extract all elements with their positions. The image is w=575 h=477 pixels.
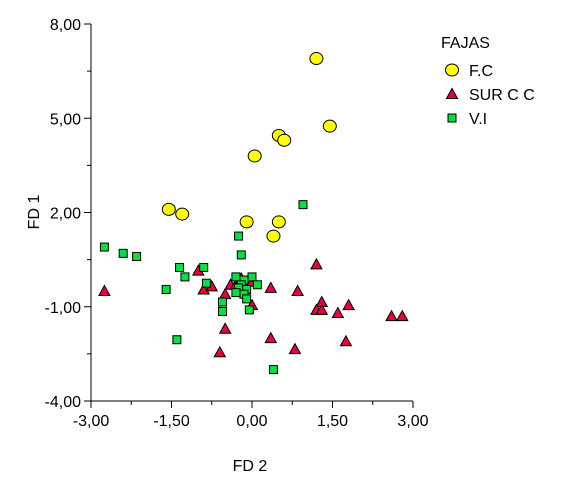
data-point-f-c: [309, 52, 324, 66]
data-point-v-i: [201, 278, 211, 288]
data-point-f-c: [239, 215, 254, 229]
legend-item-v-i: V.I: [447, 111, 487, 128]
data-point-f-c: [175, 207, 190, 221]
data-point-v-i: [118, 248, 128, 258]
data-point-v-i: [231, 272, 241, 282]
data-point-sur-c-c: [339, 334, 353, 347]
data-point-v-i: [99, 242, 109, 252]
data-point-f-c: [271, 215, 286, 229]
data-point-f-c: [266, 229, 281, 243]
data-point-sur-c-c: [385, 309, 398, 322]
legend-items: F.C SUR C C V.I: [445, 63, 535, 128]
data-point-f-c: [277, 133, 292, 147]
y-ticks: [84, 23, 91, 402]
data-point-sur-c-c: [342, 298, 355, 311]
data-point-sur-c-c: [395, 309, 409, 322]
x-tick-label: 1,50: [317, 413, 348, 430]
data-point-v-i: [242, 294, 252, 304]
y-tick-label: -1,00: [45, 300, 82, 317]
data-point-v-i: [199, 262, 209, 272]
legend-label-sur-c-c: SUR C C: [469, 87, 535, 104]
data-point-v-i: [217, 306, 227, 316]
series-v-i: [99, 200, 308, 375]
x-axis-title: FD 2: [233, 458, 268, 475]
legend-title: FAJAS: [441, 35, 490, 52]
data-point-v-i: [268, 365, 278, 375]
data-point-sur-c-c: [288, 342, 302, 355]
x-tick-label: -1,50: [153, 413, 190, 430]
data-point-sur-c-c: [98, 284, 111, 297]
legend-label-v-i: V.I: [469, 111, 487, 128]
x-tick-label: 0,00: [236, 413, 267, 430]
data-point-sur-c-c: [291, 284, 304, 297]
legend-label-f-c: F.C: [469, 63, 493, 80]
y-tick-label: 8,00: [50, 17, 81, 34]
x-ticks: [90, 401, 414, 408]
axes: [90, 24, 413, 402]
data-points: [98, 52, 409, 375]
data-point-sur-c-c: [218, 287, 232, 300]
x-tick-labels: -3,00 -1,50 0,00 1,50 3,00: [73, 413, 429, 430]
data-point-v-i: [161, 284, 171, 294]
legend-marker-v-i: [447, 113, 457, 123]
legend-item-sur-c-c: SUR C C: [445, 87, 535, 104]
y-axis-title: FD 1: [26, 195, 43, 230]
data-point-v-i: [217, 297, 227, 307]
data-point-sur-c-c: [315, 303, 329, 315]
data-point-v-i: [252, 280, 262, 290]
data-point-v-i: [231, 288, 241, 298]
x-tick-label: -3,00: [73, 413, 110, 430]
data-point-sur-c-c: [197, 282, 211, 295]
legend-marker-sur-c-c: [445, 87, 459, 99]
data-point-v-i: [236, 250, 246, 260]
data-point-sur-c-c: [310, 257, 323, 270]
data-point-f-c: [247, 149, 262, 163]
y-tick-label: 5,00: [50, 111, 81, 128]
x-tick-label: 3,00: [397, 413, 428, 430]
data-point-v-i: [180, 272, 190, 282]
legend: FAJAS F.C SUR C C V.I: [441, 35, 535, 128]
data-point-sur-c-c: [264, 281, 278, 293]
data-point-v-i: [247, 272, 257, 282]
data-point-sur-c-c: [218, 322, 232, 334]
data-point-v-i: [244, 305, 254, 315]
y-tick-labels: -4,00 -1,00 2,00 5,00 8,00: [45, 17, 82, 411]
data-point-v-i: [234, 231, 244, 241]
data-point-v-i: [132, 251, 142, 261]
y-tick-label: 2,00: [50, 206, 81, 223]
y-tick-label: -4,00: [45, 394, 82, 411]
data-point-f-c: [161, 202, 176, 216]
legend-marker-f-c: [445, 63, 459, 77]
data-point-f-c: [322, 119, 337, 133]
data-point-sur-c-c: [264, 331, 278, 344]
data-point-sur-c-c: [331, 306, 345, 319]
data-point-v-i: [298, 200, 308, 210]
series-f-c: [161, 52, 337, 243]
data-point-v-i: [172, 335, 182, 345]
data-point-sur-c-c: [213, 345, 227, 358]
legend-item-f-c: F.C: [445, 63, 493, 80]
data-point-v-i: [175, 262, 185, 272]
